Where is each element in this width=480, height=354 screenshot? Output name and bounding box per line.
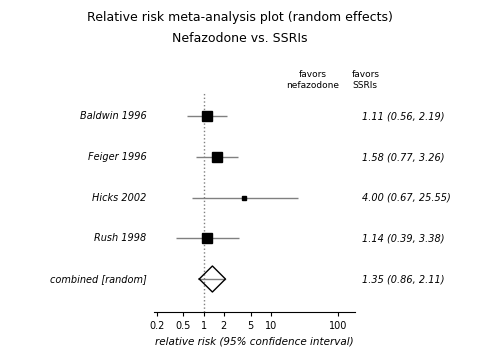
- Text: Rush 1998: Rush 1998: [95, 233, 147, 243]
- Text: Hicks 2002: Hicks 2002: [92, 193, 147, 203]
- Text: Relative risk meta-analysis plot (random effects): Relative risk meta-analysis plot (random…: [87, 11, 393, 24]
- Text: Baldwin 1996: Baldwin 1996: [80, 112, 147, 121]
- X-axis label: relative risk (95% confidence interval): relative risk (95% confidence interval): [155, 336, 354, 346]
- Text: Feiger 1996: Feiger 1996: [88, 152, 147, 162]
- Text: 1.14 (0.39, 3.38): 1.14 (0.39, 3.38): [362, 233, 444, 243]
- Text: favors
SSRIs: favors SSRIs: [351, 70, 379, 90]
- Text: 1.35 (0.86, 2.11): 1.35 (0.86, 2.11): [362, 274, 444, 284]
- Text: Nefazodone vs. SSRIs: Nefazodone vs. SSRIs: [172, 32, 308, 45]
- Text: combined [random]: combined [random]: [50, 274, 147, 284]
- Text: 4.00 (0.67, 25.55): 4.00 (0.67, 25.55): [362, 193, 451, 203]
- Text: favors
nefazodone: favors nefazodone: [287, 70, 339, 90]
- Text: 1.11 (0.56, 2.19): 1.11 (0.56, 2.19): [362, 112, 444, 121]
- Text: 1.58 (0.77, 3.26): 1.58 (0.77, 3.26): [362, 152, 444, 162]
